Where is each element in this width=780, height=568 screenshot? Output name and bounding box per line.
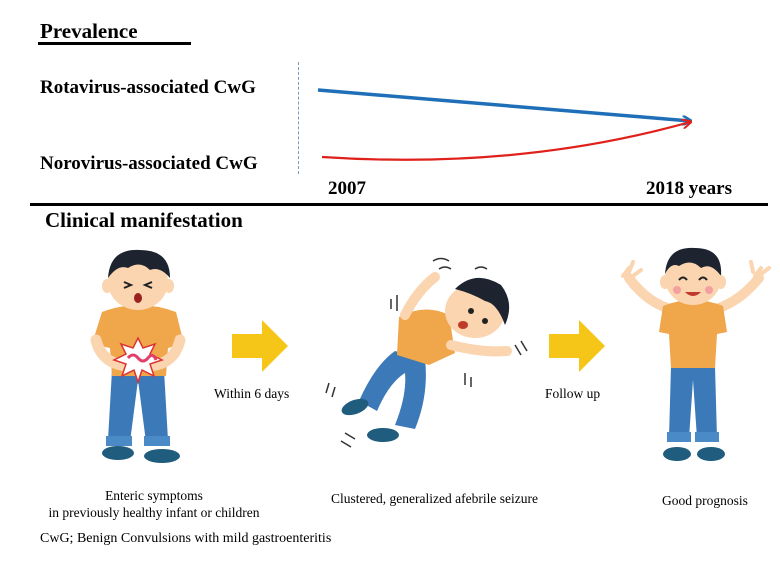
section-divider: [30, 203, 768, 206]
stage1-caption-line2: in previously healthy infant or children: [48, 505, 260, 520]
child-stomach-ache-illustration: [90, 249, 186, 463]
axis-divider: [298, 62, 299, 174]
arrow1-label: Within 6 days: [214, 386, 290, 401]
stage1-caption: Enteric symptoms in previously healthy i…: [30, 487, 278, 521]
clinical-title: Clinical manifestation: [45, 208, 243, 232]
progress-arrow-1: [232, 320, 288, 372]
stage3-caption: Good prognosis: [662, 493, 748, 508]
arrow2-label: Follow up: [545, 386, 601, 401]
norovirus-label: Norovirus-associated CwG: [40, 153, 258, 174]
axis-end-label: 2018 years: [646, 178, 733, 199]
norovirus-trend-line: [321, 122, 690, 161]
rotavirus-trend-line: [317, 88, 690, 121]
progress-arrow-2: [549, 320, 605, 372]
axis-start-label: 2007: [328, 178, 366, 199]
child-happy-illustration: [621, 247, 771, 461]
prevalence-title-underline: [38, 42, 191, 45]
trend-chart: [317, 88, 780, 161]
stage1-caption-line1: Enteric symptoms: [105, 488, 203, 503]
child-seizure-illustration: [325, 257, 528, 448]
stage2-caption: Clustered, generalized afebrile seizure: [331, 491, 538, 506]
footnote: CwG; Benign Convulsions with mild gastro…: [40, 531, 332, 546]
rotavirus-label: Rotavirus-associated CwG: [40, 77, 256, 98]
prevalence-title: Prevalence: [40, 19, 138, 43]
